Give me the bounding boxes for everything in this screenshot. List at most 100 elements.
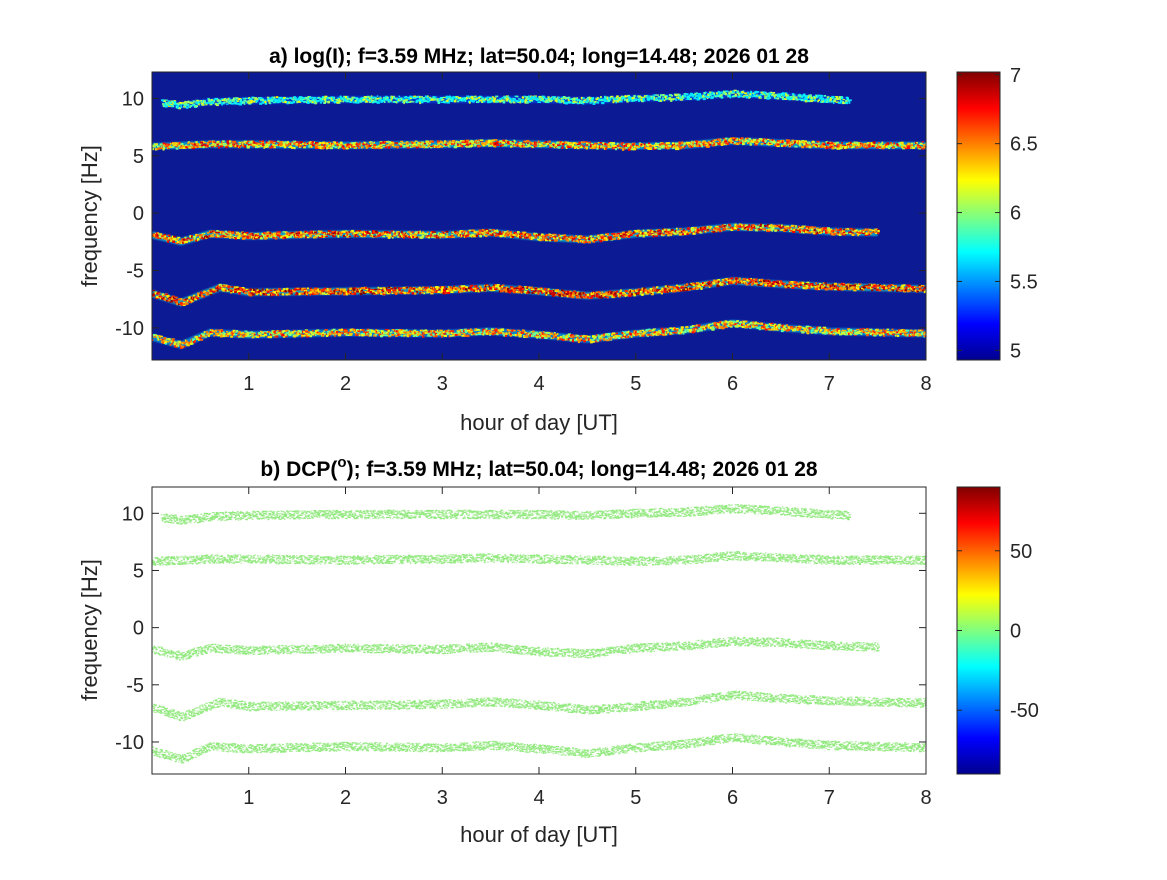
panel-a-trace-cell xyxy=(355,97,359,99)
panel-a-trace-cell xyxy=(855,146,859,149)
panel-a-trace-cell xyxy=(246,146,250,149)
panel-a-trace-cell xyxy=(264,146,268,148)
panel-a-trace-cell xyxy=(254,144,258,146)
panel-a-trace-cell xyxy=(288,292,291,296)
panel-a-trace-cell xyxy=(501,142,506,144)
panel-a-trace-cell xyxy=(827,100,830,103)
panel-a-trace-cell xyxy=(860,142,863,146)
panel-a-trace-cell xyxy=(423,146,425,149)
panel-a-trace-cell xyxy=(211,230,214,233)
panel-a-trace-cell xyxy=(558,234,561,236)
panel-a-trace-cell xyxy=(442,232,445,234)
panel-a-trace-cell xyxy=(295,144,299,147)
panel-a-trace-cell xyxy=(248,141,251,144)
panel-a-trace-cell xyxy=(413,233,418,236)
panel-a-trace-cell xyxy=(706,225,709,229)
panel-a-trace-cell xyxy=(162,237,165,240)
panel-a-trace-cell xyxy=(566,141,569,144)
panel-a-trace-cell xyxy=(551,234,555,236)
panel-a-trace-cell xyxy=(640,96,642,99)
panel-a-trace-cell xyxy=(565,102,568,105)
panel-a-trace-cell xyxy=(812,226,816,229)
panel-a-trace-cell xyxy=(605,238,609,241)
panel-a-trace-cell xyxy=(435,98,439,100)
panel-a-trace-cell xyxy=(452,98,455,100)
panel-a-trace-cell xyxy=(199,294,203,297)
panel-a-trace-cell xyxy=(767,223,770,227)
panel-a-trace-cell xyxy=(374,232,378,234)
panel-a-trace-cell xyxy=(437,101,441,104)
panel-a-trace-cell xyxy=(490,142,493,145)
panel-a-trace-cell xyxy=(655,97,658,100)
panel-a-trace-cell xyxy=(620,232,624,235)
panel-a-trace-cell xyxy=(604,97,607,99)
panel-a-trace-cell xyxy=(397,236,400,238)
panel-a-trace-cell xyxy=(561,100,564,103)
panel-a-trace-cell xyxy=(546,237,548,240)
panel-a-trace-cell xyxy=(407,96,411,99)
panel-a-trace-cell xyxy=(244,140,248,144)
panel-a-trace-cell xyxy=(830,97,832,99)
panel-a-trace-cell xyxy=(829,141,832,143)
panel-a-trace-cell xyxy=(207,142,210,144)
panel-a-trace-cell xyxy=(703,144,707,147)
panel-a-trace-cell xyxy=(514,140,516,143)
panel-a-trace-cell xyxy=(178,298,181,301)
panel-a-trace-cell xyxy=(217,99,222,102)
panel-a-trace-cell xyxy=(792,231,796,233)
panel-a-trace-cell xyxy=(533,97,537,100)
panel-a-trace-cell xyxy=(262,293,266,296)
panel-a-trace-cell xyxy=(256,292,260,294)
panel-a-trace-cell xyxy=(620,234,623,236)
panel-a-trace-cell xyxy=(628,230,632,233)
panel-a-trace-cell xyxy=(333,232,337,234)
panel-a-trace-cell xyxy=(696,141,700,144)
panel-a-trace-cell xyxy=(254,234,258,237)
panel-a-trace-cell xyxy=(481,101,484,103)
panel-a-trace-cell xyxy=(182,303,186,306)
panel-a-trace-cell xyxy=(774,229,777,232)
panel-a-trace-cell xyxy=(308,145,312,148)
panel-a-trace-cell xyxy=(388,143,391,146)
panel-a-trace-cell xyxy=(152,293,155,295)
panel-a-trace-cell xyxy=(246,144,250,147)
panel-a-trace-cell xyxy=(783,94,785,97)
panel-a-trace-cell xyxy=(487,233,490,236)
panel-a-trace-cell xyxy=(254,290,257,292)
panel-a-trace-cell xyxy=(474,141,476,143)
panel-a-trace-cell xyxy=(739,223,743,226)
panel-a-trace-cell xyxy=(408,230,411,234)
panel-a-trace-cell xyxy=(554,236,558,239)
panel-a-trace-cell xyxy=(486,98,489,100)
panel-a-trace-cell xyxy=(278,232,281,235)
panel-a-trace-cell xyxy=(865,232,869,235)
panel-a-trace-cell xyxy=(555,97,558,101)
panel-a-trace-cell xyxy=(362,230,365,233)
panel-a-trace-cell xyxy=(338,143,341,146)
panel-a-trace-cell xyxy=(153,233,156,235)
panel-a-trace-cell xyxy=(725,226,729,228)
panel-a-trace-cell xyxy=(493,231,496,234)
panel-a-trace-cell xyxy=(743,140,745,142)
panel-a-trace-cell xyxy=(712,139,715,142)
panel-a-trace-cell xyxy=(197,294,200,298)
panel-a-trace-cell xyxy=(682,145,684,148)
panel-a-trace-cell xyxy=(853,233,856,236)
panel-a-trace-cell xyxy=(250,101,253,104)
panel-a-trace-cell xyxy=(624,95,628,98)
panel-a-trace-cell xyxy=(274,289,277,291)
panel-a-trace-cell xyxy=(561,141,564,144)
panel-a-trace-cell xyxy=(843,231,846,234)
panel-a-trace-cell xyxy=(271,99,273,102)
panel-a-trace-cell xyxy=(793,142,795,145)
panel-a-trace-cell xyxy=(215,144,218,147)
panel-a-trace-cell xyxy=(396,146,399,149)
panel-a-trace-cell xyxy=(385,232,388,235)
panel-a-trace-cell xyxy=(524,237,528,239)
panel-a-trace-cell xyxy=(276,290,279,293)
panel-a-trace-cell xyxy=(902,147,905,150)
panel-a-trace-cell xyxy=(248,102,251,105)
panel-a-trace-cell xyxy=(387,145,390,147)
panel-a-trace-cell xyxy=(277,235,281,237)
panel-a-trace-cell xyxy=(717,138,721,141)
